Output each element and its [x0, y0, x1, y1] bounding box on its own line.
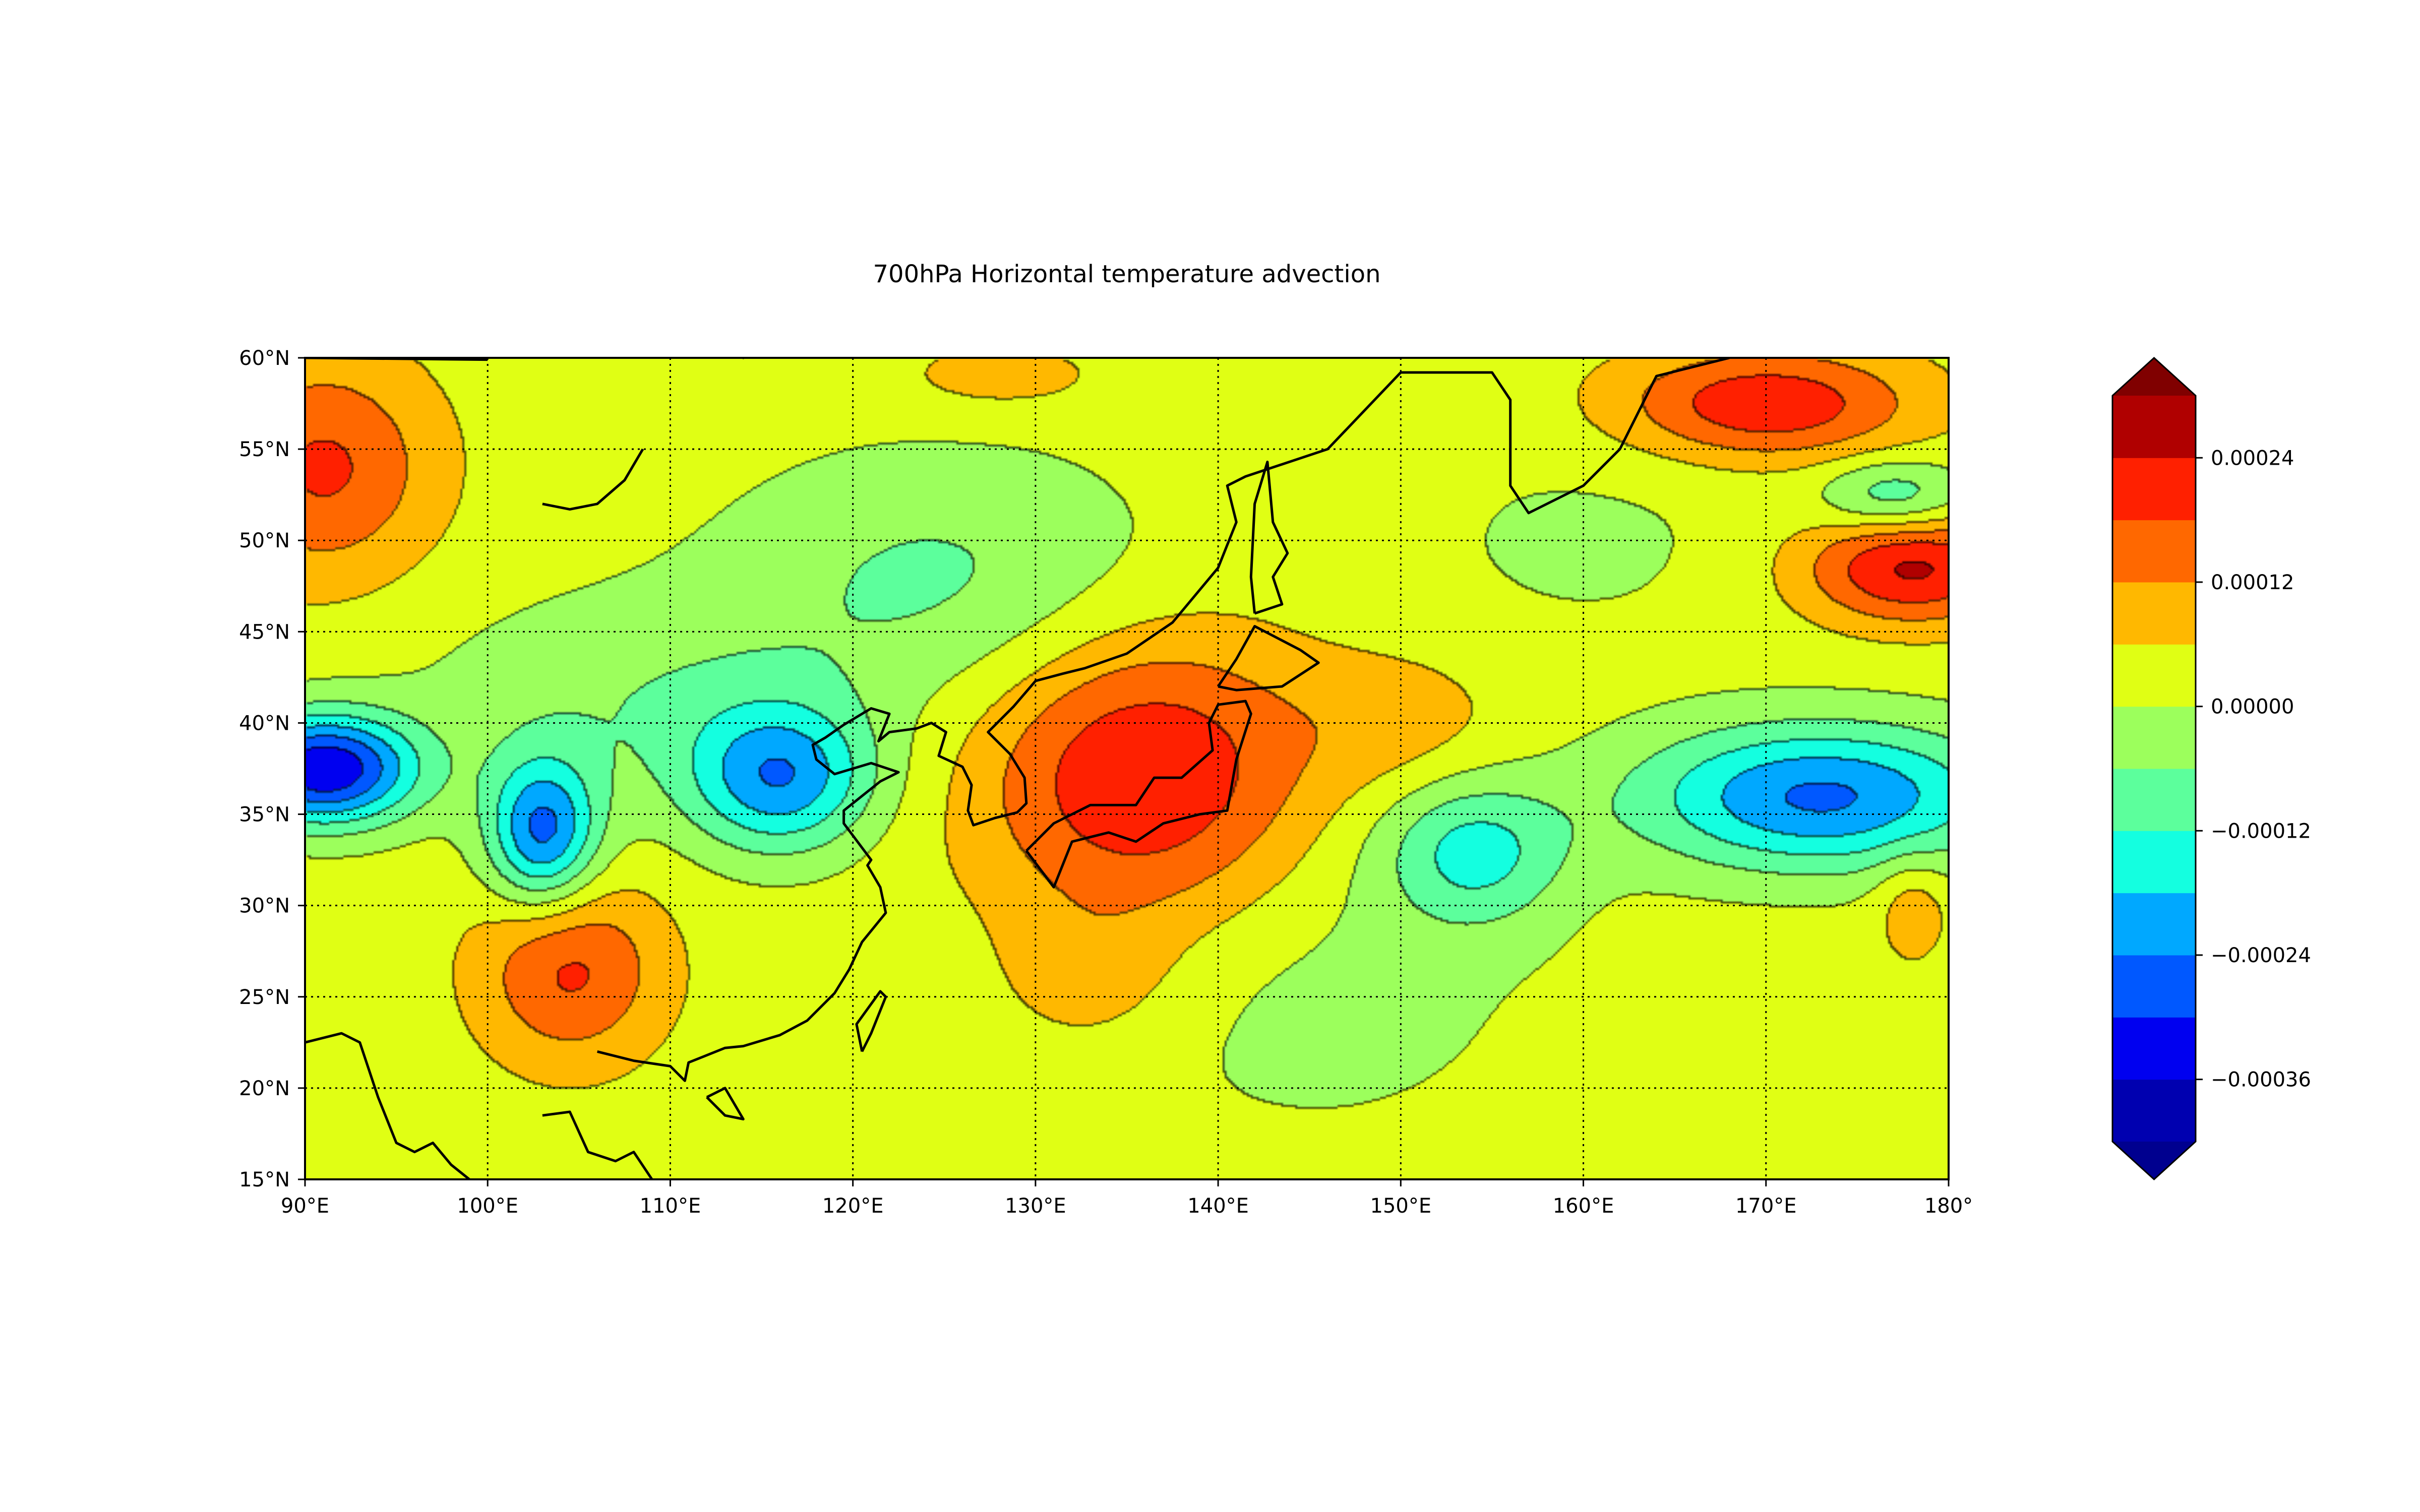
gridline-layer [305, 358, 1949, 1179]
y-tick-label: 45°N [239, 620, 290, 644]
x-tick-label: 150°E [1370, 1194, 1432, 1218]
colorbar-segment [2112, 831, 2196, 894]
y-tick-label: 40°N [239, 712, 290, 735]
x-tick-label: 110°E [640, 1194, 701, 1218]
x-tick-label: 90°E [281, 1194, 329, 1218]
colorbar-tick-label: 0.00012 [2211, 571, 2294, 594]
colorbar-tick-label: −0.00036 [2211, 1068, 2311, 1092]
colorbar: −0.00036 −0.00024 −0.00012 0.00000 0.00012 0.… [2111, 356, 2311, 1181]
y-tick-label: 15°N [239, 1168, 290, 1191]
y-tick-label: 50°N [239, 529, 290, 552]
colorbar-segment [2112, 1017, 2196, 1080]
x-tick-label: 160°E [1553, 1194, 1614, 1218]
coastline-8 [542, 448, 644, 511]
colorbar-tick-label: −0.00024 [2211, 944, 2311, 967]
colorbar-tick-label: 0.00024 [2211, 447, 2294, 470]
temperature-advection-field [305, 358, 1949, 1179]
coastline-9 [740, 358, 748, 359]
colorbar-tick-label: −0.00012 [2211, 820, 2311, 843]
coastline-6 [1217, 625, 1320, 691]
colorbar-outline [2111, 356, 2197, 1181]
colorbar-segment [2112, 582, 2196, 645]
x-axis-ticks: 90°E 100°E 110°E 120°E 130°E 140°E 150°E 160°E 1… [281, 1179, 1973, 1218]
chart-title: 700hPa Horizontal temperature advection [873, 260, 1381, 288]
coastline-0 [305, 1032, 470, 1179]
y-tick-label: 35°N [239, 803, 290, 827]
coastline-4 [855, 990, 887, 1052]
colorbar-segment [2112, 769, 2196, 831]
y-axis-ticks: 15°N 20°N 25°N 30°N 35°N 40°N 45°N 50°N 55°N 60°N [239, 347, 305, 1191]
x-tick-label: 100°E [457, 1194, 518, 1218]
coastline-2 [596, 358, 1730, 1082]
x-tick-label: 170°E [1735, 1194, 1797, 1218]
map-frame [304, 357, 1950, 1180]
colorbar-segment [2112, 706, 2196, 769]
colorbar-segment [2112, 644, 2196, 707]
colorbar-segment [2112, 396, 2196, 458]
x-tick-label: 130°E [1005, 1194, 1066, 1218]
colorbar-under-extend [2112, 1142, 2196, 1179]
y-tick-label: 20°N [239, 1077, 290, 1100]
colorbar-tick-label: 0.00000 [2211, 696, 2294, 719]
coastline-layer [305, 358, 1730, 1179]
x-tick-label: 120°E [822, 1194, 884, 1218]
y-tick-label: 55°N [239, 438, 290, 461]
y-tick-label: 25°N [239, 986, 290, 1009]
coastline-3 [706, 1087, 745, 1120]
colorbar-segment [2112, 458, 2196, 521]
map-panel: 90°E 100°E 110°E 120°E 130°E 140°E 150°E 160°E 1… [239, 347, 1973, 1218]
coastline-5 [1025, 700, 1252, 889]
colorbar-over-extend [2112, 358, 2196, 396]
colorbar-segment [2112, 1079, 2196, 1142]
colorbar-segment [2112, 893, 2196, 956]
x-tick-label: 140°E [1187, 1194, 1249, 1218]
colorbar-segment [2112, 520, 2196, 583]
colorbar-segment [2112, 955, 2196, 1018]
y-tick-label: 60°N [239, 347, 290, 370]
y-tick-label: 30°N [239, 895, 290, 918]
coastline-7 [1249, 461, 1289, 615]
coastline-1 [542, 1110, 653, 1179]
x-tick-label: 180° [1924, 1194, 1973, 1218]
